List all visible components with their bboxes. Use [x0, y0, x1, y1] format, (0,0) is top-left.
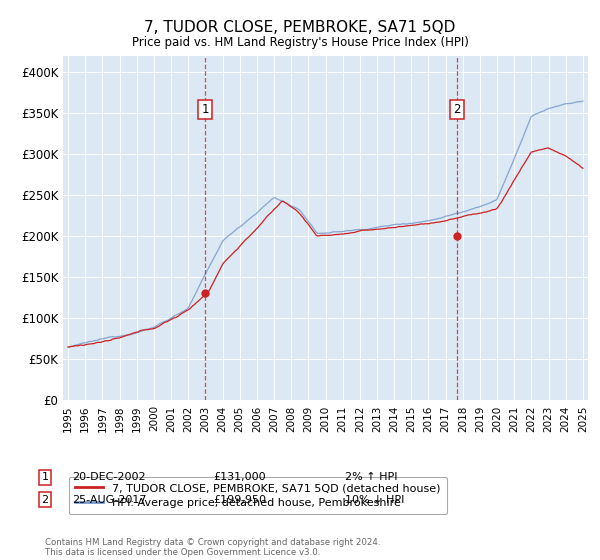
- Text: 1: 1: [202, 103, 209, 116]
- Text: 2% ↑ HPI: 2% ↑ HPI: [345, 472, 398, 482]
- Text: 2: 2: [41, 494, 49, 505]
- Text: 10% ↓ HPI: 10% ↓ HPI: [345, 494, 404, 505]
- Text: 2: 2: [453, 103, 461, 116]
- Text: Contains HM Land Registry data © Crown copyright and database right 2024.
This d: Contains HM Land Registry data © Crown c…: [45, 538, 380, 557]
- Legend: 7, TUDOR CLOSE, PEMBROKE, SA71 5QD (detached house), HPI: Average price, detache: 7, TUDOR CLOSE, PEMBROKE, SA71 5QD (deta…: [68, 477, 447, 514]
- Text: Price paid vs. HM Land Registry's House Price Index (HPI): Price paid vs. HM Land Registry's House …: [131, 36, 469, 49]
- Text: 25-AUG-2017: 25-AUG-2017: [72, 494, 146, 505]
- Text: 20-DEC-2002: 20-DEC-2002: [72, 472, 146, 482]
- Text: 1: 1: [41, 472, 49, 482]
- Text: £199,950: £199,950: [213, 494, 266, 505]
- Text: £131,000: £131,000: [213, 472, 266, 482]
- Text: 7, TUDOR CLOSE, PEMBROKE, SA71 5QD: 7, TUDOR CLOSE, PEMBROKE, SA71 5QD: [145, 20, 455, 35]
